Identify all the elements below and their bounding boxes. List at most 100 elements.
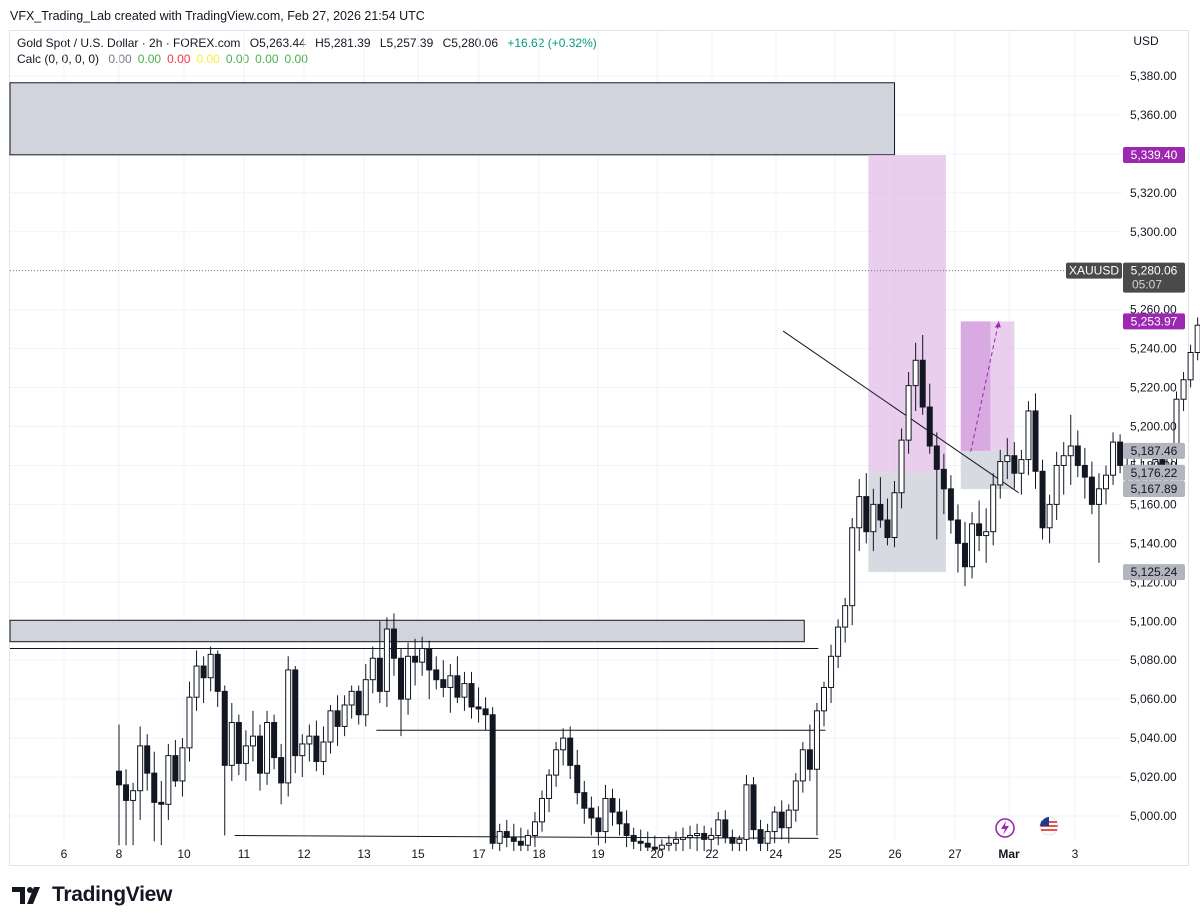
candle-body — [997, 461, 1004, 486]
candle-body — [1039, 470, 1046, 529]
candle-body — [264, 722, 271, 774]
candle — [729, 829, 736, 852]
candle-body — [383, 628, 390, 692]
currency-button[interactable]: USD — [1133, 34, 1159, 48]
candle — [433, 656, 440, 690]
candle — [412, 638, 419, 686]
candle — [884, 498, 891, 546]
candle-body — [574, 764, 581, 794]
candle — [806, 724, 813, 781]
candle-body — [503, 831, 510, 838]
candle — [997, 449, 1004, 499]
candle — [348, 685, 355, 719]
candle — [651, 835, 658, 852]
candle-body — [602, 797, 609, 833]
candle — [264, 710, 271, 785]
candle — [454, 656, 461, 704]
candle-body — [546, 774, 553, 799]
candle-body — [327, 710, 334, 743]
candle — [962, 521, 968, 587]
candle — [151, 751, 158, 842]
price-label-bg — [1123, 481, 1185, 498]
candle-body — [919, 359, 926, 408]
candle-body — [863, 496, 870, 533]
candle-body — [334, 710, 341, 727]
time-tick-label: 20 — [650, 847, 664, 861]
candle — [524, 829, 531, 852]
candle — [461, 671, 468, 711]
candle — [609, 788, 616, 826]
us-flag-icon[interactable] — [1039, 816, 1059, 836]
candle-body — [116, 770, 122, 786]
candle — [1004, 438, 1011, 480]
candle-body — [1180, 379, 1187, 400]
tradingview-logo[interactable]: TradingView — [12, 880, 172, 910]
candle-body — [200, 665, 207, 679]
candle — [863, 473, 870, 544]
candle — [503, 819, 510, 848]
candle — [1187, 344, 1194, 388]
symbol-tag-bg — [1066, 262, 1122, 279]
candle — [778, 800, 785, 840]
price-tick-label: 5,220.00 — [1130, 381, 1177, 395]
candle — [327, 704, 334, 754]
candle-body — [1053, 464, 1060, 505]
candle-body — [722, 819, 729, 838]
candle — [207, 646, 214, 692]
candle-body — [179, 747, 186, 782]
candle-body — [983, 531, 990, 537]
candle-body — [362, 679, 369, 716]
candle-body — [398, 657, 404, 700]
candle-body — [524, 834, 531, 846]
indicator-value: 0.00 — [196, 52, 220, 66]
candle-body — [475, 706, 482, 710]
legend-low: L5,257.39 — [379, 36, 434, 50]
candle — [1067, 414, 1074, 485]
candle-body — [468, 683, 475, 708]
purple-zone — [960, 321, 991, 451]
candle — [489, 706, 496, 850]
candle-body — [461, 683, 468, 698]
price-label: 5,187.46 — [1131, 444, 1178, 458]
price-labels: 5,339.40 5,253.97 5,187.46 5,176.22 5,167.89… — [1123, 147, 1185, 581]
candle — [757, 819, 764, 852]
projection-arrow — [970, 321, 1000, 452]
candle-body — [581, 792, 588, 809]
candle-body — [144, 745, 151, 774]
indicator-value: 0.00 — [167, 52, 191, 66]
candle-body — [553, 749, 560, 776]
price-tick-label: 5,020.00 — [1130, 770, 1177, 784]
candle — [926, 383, 933, 454]
candle — [116, 724, 122, 846]
candle — [278, 743, 285, 805]
candle — [708, 827, 715, 852]
candle-body — [828, 655, 835, 688]
candle-body — [912, 359, 919, 387]
indicator-name[interactable]: Calc (0, 0, 0, 0) — [17, 52, 100, 66]
candle-body — [588, 807, 595, 819]
time-tick-label: 18 — [532, 847, 546, 861]
candle — [376, 621, 383, 704]
candle-body — [221, 690, 228, 766]
chart-zones — [9, 82, 1015, 643]
candle — [257, 724, 263, 791]
indicator-value: 0.00 — [108, 52, 132, 66]
candle — [680, 827, 686, 852]
candle — [750, 777, 757, 840]
candle-body — [680, 836, 686, 840]
candle — [1117, 434, 1124, 474]
lightning-icon[interactable] — [995, 818, 1015, 838]
legend-high: H5,281.39 — [315, 36, 371, 50]
candle-body — [369, 657, 376, 681]
time-axis: 6 8 10 11 12 13 15 17 18 19 20 22 24 25 26 27 Mar 3 — [61, 847, 1079, 861]
candle-body — [1110, 441, 1117, 476]
candle-body — [1117, 441, 1124, 466]
candle — [1074, 430, 1081, 478]
candle — [369, 646, 376, 694]
symbol-name[interactable]: Gold Spot / U.S. Dollar · 2h · FOREX.com — [17, 36, 241, 50]
candle — [623, 810, 630, 848]
candle — [785, 804, 792, 844]
candle-body — [567, 737, 574, 766]
